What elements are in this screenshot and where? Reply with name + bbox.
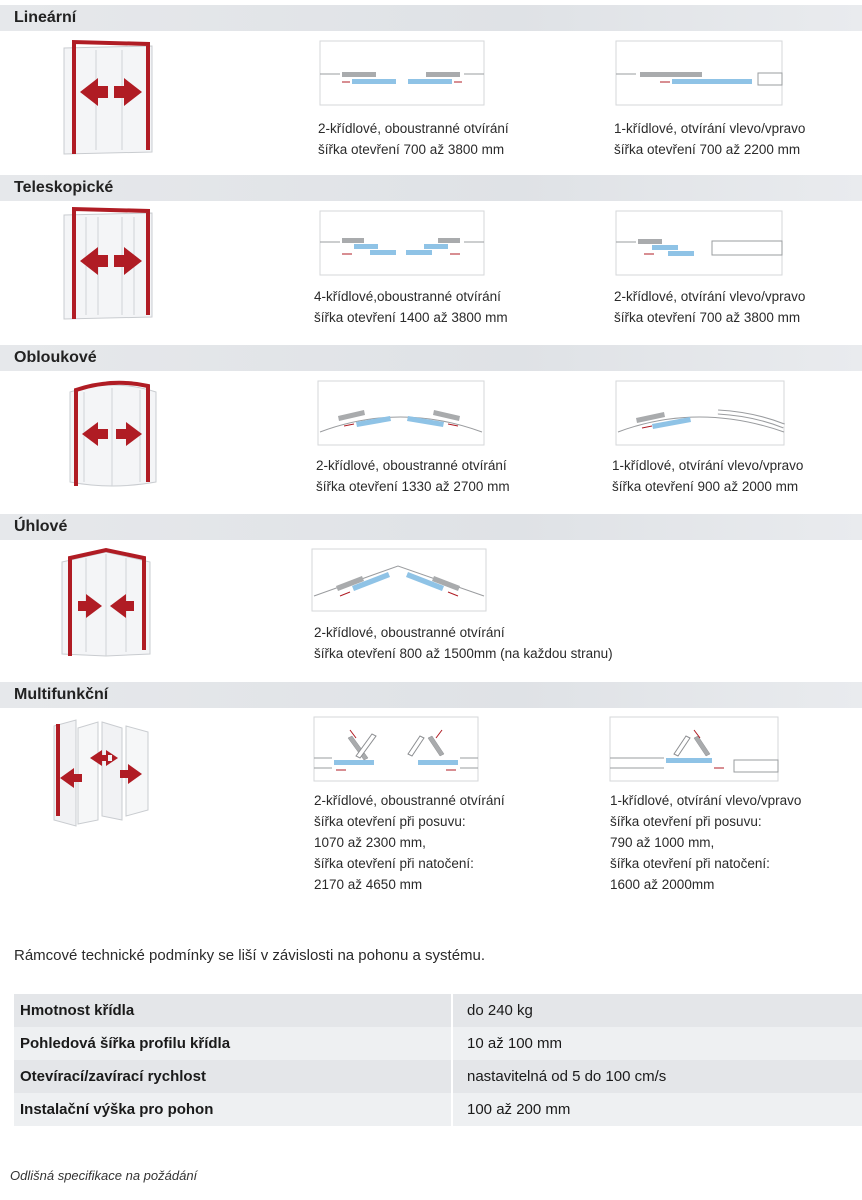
section-header-telescopic: Teleskopické	[0, 175, 862, 201]
spec-value: 100 až 200 mm	[452, 1093, 862, 1126]
caption-line: 2-křídlové, oboustranné otvírání	[318, 121, 509, 136]
caption-line: šířka otevření 700 až 3800 mm	[614, 310, 801, 325]
telescopic-4wing-caption: 4-křídlové,oboustranné otvírání šířka ot…	[314, 286, 508, 328]
section-title: Teleskopické	[14, 179, 114, 196]
spec-value: do 240 kg	[452, 994, 862, 1027]
caption-line: 1-křídlové, otvírání vlevo/vpravo	[612, 458, 804, 473]
conditions-note: Rámcové technické podmínky se liší v záv…	[14, 947, 486, 964]
spec-table: Hmotnost křídla do 240 kg Pohledová šířk…	[14, 994, 862, 1126]
linear-1wing-diagram	[615, 40, 783, 106]
multifunction-2wing-diagram	[313, 716, 479, 782]
caption-line: 1-křídlové, otvírání vlevo/vpravo	[610, 793, 802, 808]
telescopic-2wing-caption: 2-křídlové, otvírání vlevo/vpravo šířka …	[614, 286, 805, 328]
table-row: Pohledová šířka profilu křídla 10 až 100…	[14, 1027, 862, 1060]
caption-line: 2-křídlové, oboustranné otvírání	[314, 625, 505, 640]
caption-line: šířka otevření při natočení:	[314, 856, 474, 871]
multifunction-1wing-caption: 1-křídlové, otvírání vlevo/vpravo šířka …	[610, 790, 801, 895]
caption-line: 4-křídlové,oboustranné otvírání	[314, 289, 501, 304]
linear-2wing-caption: 2-křídlové, oboustranné otvírání šířka o…	[318, 118, 509, 160]
telescopic-2wing-diagram	[615, 210, 783, 276]
table-row: Otevírací/zavírací rychlost nastavitelná…	[14, 1060, 862, 1093]
angled-2wing-caption: 2-křídlové, oboustranné otvírání šířka o…	[314, 622, 613, 664]
angled-door-thumbnail	[61, 547, 151, 657]
section-header-linear: Lineární	[0, 5, 862, 31]
curved-2wing-caption: 2-křídlové, oboustranné otvírání šířka o…	[316, 455, 510, 497]
caption-line: 1070 až 2300 mm,	[314, 835, 426, 850]
section-header-multifunction: Multifunkční	[0, 682, 862, 708]
section-title: Multifunkční	[14, 686, 109, 703]
caption-line: šířka otevření 1400 až 3800 mm	[314, 310, 508, 325]
caption-line: 790 až 1000 mm,	[610, 835, 715, 850]
section-header-curved: Obloukové	[0, 345, 862, 371]
spec-label: Instalační výška pro pohon	[14, 1093, 453, 1126]
spec-label: Hmotnost křídla	[14, 994, 453, 1027]
linear-1wing-caption: 1-křídlové, otvírání vlevo/vpravo šířka …	[614, 118, 805, 160]
curved-1wing-caption: 1-křídlové, otvírání vlevo/vpravo šířka …	[612, 455, 803, 497]
section-title: Lineární	[14, 9, 77, 26]
caption-line: 1600 až 2000mm	[610, 877, 715, 892]
section-title: Obloukové	[14, 349, 97, 366]
angled-2wing-diagram	[311, 548, 487, 612]
spec-value: nastavitelná od 5 do 100 cm/s	[452, 1060, 862, 1093]
caption-line: 2-křídlové, oboustranné otvírání	[316, 458, 507, 473]
section-header-angled: Úhlové	[0, 514, 862, 540]
caption-line: šířka otevření při posuvu:	[610, 814, 762, 829]
multifunction-1wing-diagram	[609, 716, 779, 782]
curved-2wing-diagram	[317, 380, 485, 446]
caption-line: 2170 až 4650 mm	[314, 877, 423, 892]
table-row: Instalační výška pro pohon 100 až 200 mm	[14, 1093, 862, 1126]
caption-line: šířka otevření při posuvu:	[314, 814, 466, 829]
caption-line: 2-křídlové, oboustranné otvírání	[314, 793, 505, 808]
telescopic-door-thumbnail	[63, 206, 153, 320]
caption-line: 2-křídlové, otvírání vlevo/vpravo	[614, 289, 806, 304]
multifunction-2wing-caption: 2-křídlové, oboustranné otvírání šířka o…	[314, 790, 505, 895]
caption-line: šířka otevření při natočení:	[610, 856, 770, 871]
caption-line: šířka otevření 900 až 2000 mm	[612, 479, 799, 494]
footnote: Odlišná specifikace na požádání	[10, 1168, 198, 1183]
caption-line: 1-křídlové, otvírání vlevo/vpravo	[614, 121, 806, 136]
spec-value: 10 až 100 mm	[452, 1027, 862, 1060]
curved-door-thumbnail	[69, 380, 157, 487]
caption-line: šířka otevření 700 až 3800 mm	[318, 142, 505, 157]
caption-line: šířka otevření 1330 až 2700 mm	[316, 479, 510, 494]
multifunction-door-thumbnail	[53, 719, 149, 827]
linear-2wing-diagram	[319, 40, 485, 106]
telescopic-4wing-diagram	[319, 210, 485, 276]
linear-door-thumbnail	[63, 39, 153, 155]
caption-line: šířka otevření 800 až 1500mm (na každou …	[314, 646, 613, 661]
spec-label: Pohledová šířka profilu křídla	[14, 1027, 453, 1060]
table-row: Hmotnost křídla do 240 kg	[14, 994, 862, 1027]
spec-label: Otevírací/zavírací rychlost	[14, 1060, 453, 1093]
section-title: Úhlové	[14, 518, 68, 535]
curved-1wing-diagram	[615, 380, 785, 446]
caption-line: šířka otevření 700 až 2200 mm	[614, 142, 801, 157]
